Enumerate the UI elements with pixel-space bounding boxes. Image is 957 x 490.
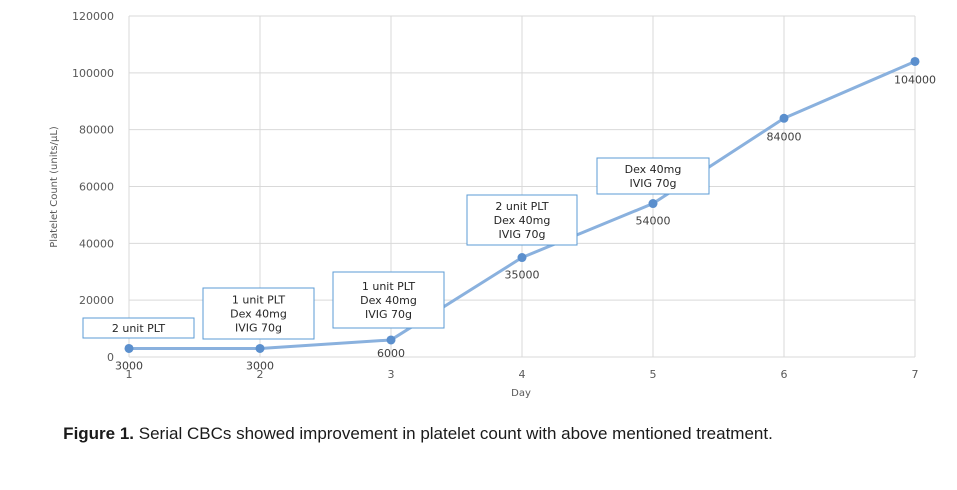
- y-tick-label: 80000: [79, 124, 114, 137]
- x-tick-label: 1: [126, 368, 133, 381]
- data-label: 3000: [115, 359, 143, 372]
- data-label: 54000: [636, 215, 671, 228]
- annotation-line: Dex 40mg: [494, 214, 551, 227]
- y-tick-label: 20000: [79, 294, 114, 307]
- y-tick-label: 100000: [72, 67, 114, 80]
- x-tick-label: 3: [388, 368, 395, 381]
- data-label: 104000: [894, 73, 936, 86]
- platelet-line-chart: 0 20000 40000 60000 80000 100000 120000 1 2 3 4 5 6…: [49, 10, 936, 399]
- caption-text: Serial CBCs showed improvement in platel…: [134, 424, 773, 443]
- x-axis-title: Day: [511, 388, 531, 399]
- y-tick-label: 0: [107, 351, 114, 364]
- x-tick-label: 6: [781, 368, 788, 381]
- data-point: [255, 343, 265, 353]
- annotation-frame: [466, 194, 578, 246]
- annotation-line: 2 unit PLT: [112, 322, 166, 335]
- data-point: [124, 343, 134, 353]
- x-tick-label: 7: [912, 368, 919, 381]
- data-point: [779, 113, 789, 123]
- y-tick-label: 40000: [79, 237, 114, 250]
- x-tick-label: 4: [519, 368, 526, 381]
- data-label: 3000: [246, 359, 274, 372]
- data-label: 84000: [767, 130, 802, 143]
- data-point: [910, 56, 920, 66]
- annotation-box-day-1: 2 unit PLT: [82, 317, 195, 339]
- data-label: 35000: [505, 269, 540, 282]
- y-tick-label: 60000: [79, 181, 114, 194]
- y-axis-ticks: 0 20000 40000 60000 80000 100000 120000: [72, 10, 114, 364]
- annotation-line: 1 unit PLT: [362, 280, 416, 293]
- annotation-line: IVIG 70g: [235, 322, 282, 335]
- x-tick-label: 5: [650, 368, 657, 381]
- data-label: 6000: [377, 347, 405, 360]
- annotation-line: Dex 40mg: [625, 163, 682, 176]
- series-platelet-count: [124, 56, 920, 353]
- data-labels: 3000 3000 6000 35000 54000 84000 104000: [115, 73, 936, 372]
- annotation-line: IVIG 70g: [629, 177, 676, 190]
- data-point: [648, 199, 658, 209]
- annotation-line: Dex 40mg: [360, 294, 417, 307]
- annotation-frame: [596, 157, 710, 195]
- annotation-line: IVIG 70g: [498, 228, 545, 241]
- annotation-line: Dex 40mg: [230, 308, 287, 321]
- data-point: [386, 335, 396, 345]
- data-point: [517, 253, 527, 263]
- annotation-frame: [202, 287, 315, 340]
- annotation-line: 2 unit PLT: [495, 200, 549, 213]
- annotation-line: IVIG 70g: [365, 308, 412, 321]
- y-axis-title: Platelet Count (units/μL): [49, 126, 60, 248]
- y-tick-label: 120000: [72, 10, 114, 23]
- annotation-frame: [332, 271, 445, 329]
- annotation-frame: [82, 317, 195, 339]
- x-tick-label: 2: [257, 368, 264, 381]
- caption-label: Figure 1.: [63, 424, 135, 443]
- x-axis-ticks: 1 2 3 4 5 6 7: [126, 368, 919, 381]
- annotation-line: 1 unit PLT: [232, 294, 286, 307]
